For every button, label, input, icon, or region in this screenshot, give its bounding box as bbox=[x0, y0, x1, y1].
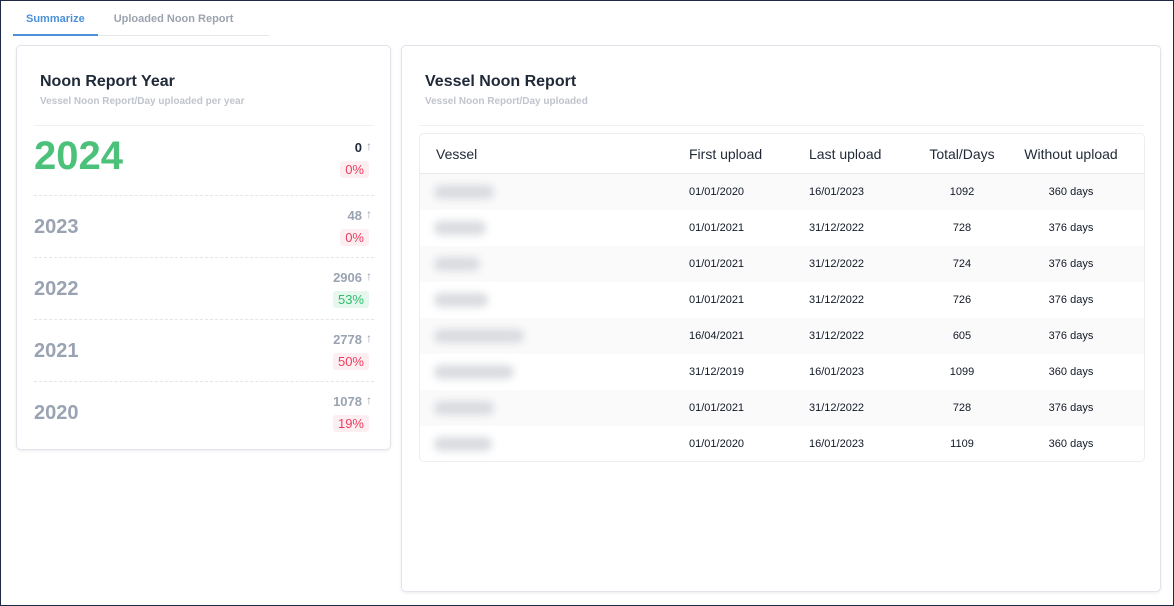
column-header-without-upload[interactable]: Without upload bbox=[1024, 146, 1118, 162]
cell-without-upload: 360 days bbox=[1048, 438, 1094, 450]
year-label: 2022 bbox=[34, 278, 79, 300]
year-label: 2021 bbox=[34, 340, 79, 362]
table-header: Vessel First upload Last upload Total/Da… bbox=[420, 134, 1144, 174]
divider bbox=[34, 125, 374, 126]
arrow-up-icon: ↑ bbox=[366, 393, 372, 407]
cell-without-upload: 376 days bbox=[1048, 294, 1094, 306]
vessel-name-redacted bbox=[434, 365, 514, 379]
vessel-name-redacted bbox=[434, 185, 494, 199]
cell-without-upload: 376 days bbox=[1048, 402, 1094, 414]
year-list: 2024 0 ↑ 0% 2023 48 ↑ 0% 2022 2906 ↑ 53% 2021 2778 ↑ 50… bbox=[34, 126, 374, 444]
tab-bar: Summarize Uploaded Noon Report Files bbox=[13, 2, 269, 59]
cell-first-upload: 01/01/2020 bbox=[689, 186, 745, 198]
column-header-vessel[interactable]: Vessel bbox=[436, 146, 478, 162]
cell-first-upload: 01/01/2021 bbox=[689, 402, 745, 414]
table-row[interactable]: 01/01/2021 31/12/2022 726 376 days bbox=[420, 282, 1144, 318]
year-count: 1078 bbox=[333, 394, 362, 409]
table-row[interactable]: 01/01/2021 31/12/2022 728 376 days bbox=[420, 210, 1144, 246]
column-header-first-upload[interactable]: First upload bbox=[689, 146, 763, 162]
year-card-title: Noon Report Year bbox=[40, 73, 175, 90]
table-row[interactable]: 01/01/2020 16/01/2023 1092 360 days bbox=[420, 174, 1144, 210]
year-row: 2024 0 ↑ 0% bbox=[34, 126, 374, 196]
cell-last-upload: 16/01/2023 bbox=[809, 366, 865, 378]
vessel-name-redacted bbox=[434, 329, 524, 343]
cell-without-upload: 360 days bbox=[1048, 186, 1094, 198]
cell-first-upload: 31/12/2019 bbox=[689, 366, 745, 378]
cell-first-upload: 01/01/2021 bbox=[689, 222, 745, 234]
cell-without-upload: 376 days bbox=[1048, 258, 1094, 270]
year-count: 2778 bbox=[333, 332, 362, 347]
vessel-name-redacted bbox=[434, 221, 486, 235]
table-body: 01/01/2020 16/01/2023 1092 360 days 01/01/20… bbox=[420, 174, 1144, 461]
arrow-up-icon: ↑ bbox=[366, 269, 372, 283]
cell-total-days: 1092 bbox=[949, 186, 975, 198]
vessel-card-title: Vessel Noon Report bbox=[425, 73, 577, 90]
year-row: 2021 2778 ↑ 50% bbox=[34, 320, 374, 382]
year-label: 2020 bbox=[34, 402, 79, 424]
column-header-last-upload[interactable]: Last upload bbox=[809, 146, 882, 162]
year-row: 2022 2906 ↑ 53% bbox=[34, 258, 374, 320]
table-row[interactable]: 01/01/2021 31/12/2022 724 376 days bbox=[420, 246, 1144, 282]
year-card-subtitle: Vessel Noon Report/Day uploaded per year bbox=[40, 96, 245, 107]
cell-first-upload: 01/01/2021 bbox=[689, 294, 745, 306]
column-header-total-days[interactable]: Total/Days bbox=[929, 146, 995, 162]
noon-report-year-card: Noon Report Year Vessel Noon Report/Day … bbox=[16, 45, 391, 450]
table-row[interactable]: 01/01/2021 31/12/2022 728 376 days bbox=[420, 390, 1144, 426]
cell-total-days: 728 bbox=[952, 402, 972, 414]
cell-last-upload: 31/12/2022 bbox=[809, 258, 865, 270]
year-count: 2906 bbox=[333, 270, 362, 285]
year-count: 0 bbox=[354, 140, 362, 155]
year-label: 2023 bbox=[34, 216, 79, 238]
percent-badge: 19% bbox=[332, 415, 369, 432]
cell-first-upload: 01/01/2020 bbox=[689, 438, 745, 450]
tab-uploaded-files[interactable]: Uploaded Noon Report Files bbox=[113, 13, 234, 59]
vessel-card-subtitle: Vessel Noon Report/Day uploaded bbox=[425, 96, 588, 107]
year-label: 2024 bbox=[34, 134, 123, 178]
vessel-noon-report-card: Vessel Noon Report Vessel Noon Report/Da… bbox=[401, 45, 1161, 592]
cell-last-upload: 16/01/2023 bbox=[809, 438, 865, 450]
divider bbox=[419, 125, 1144, 126]
vessel-table: Vessel First upload Last upload Total/Da… bbox=[419, 133, 1145, 462]
cell-without-upload: 376 days bbox=[1048, 330, 1094, 342]
vessel-name-redacted bbox=[434, 437, 492, 451]
table-row[interactable]: 16/04/2021 31/12/2022 605 376 days bbox=[420, 318, 1144, 354]
cell-total-days: 1109 bbox=[950, 438, 974, 450]
cell-total-days: 726 bbox=[952, 294, 972, 306]
percent-badge: 0% bbox=[340, 229, 369, 246]
tab-summarize[interactable]: Summarize bbox=[13, 2, 98, 36]
vessel-name-redacted bbox=[434, 401, 494, 415]
table-row[interactable]: 01/01/2020 16/01/2023 1109 360 days bbox=[420, 426, 1144, 461]
cell-last-upload: 31/12/2022 bbox=[809, 294, 865, 306]
cell-without-upload: 376 days bbox=[1048, 222, 1094, 234]
cell-total-days: 1099 bbox=[949, 366, 975, 378]
cell-total-days: 728 bbox=[952, 222, 972, 234]
year-row: 2023 48 ↑ 0% bbox=[34, 196, 374, 258]
cell-last-upload: 31/12/2022 bbox=[809, 222, 865, 234]
year-count: 48 bbox=[347, 208, 362, 223]
arrow-up-icon: ↑ bbox=[366, 207, 372, 221]
percent-badge: 53% bbox=[332, 291, 369, 308]
arrow-up-icon: ↑ bbox=[366, 331, 372, 345]
cell-first-upload: 16/04/2021 bbox=[689, 330, 745, 342]
cell-total-days: 724 bbox=[952, 258, 972, 270]
arrow-up-icon: ↑ bbox=[366, 139, 372, 153]
cell-total-days: 605 bbox=[952, 330, 972, 342]
year-row: 2020 1078 ↑ 19% bbox=[34, 382, 374, 444]
cell-last-upload: 31/12/2022 bbox=[809, 330, 865, 342]
vessel-name-redacted bbox=[434, 293, 488, 307]
percent-badge: 0% bbox=[340, 161, 369, 178]
cell-last-upload: 16/01/2023 bbox=[809, 186, 865, 198]
cell-first-upload: 01/01/2021 bbox=[689, 258, 745, 270]
table-row[interactable]: 31/12/2019 16/01/2023 1099 360 days bbox=[420, 354, 1144, 390]
percent-badge: 50% bbox=[332, 353, 369, 370]
cell-last-upload: 31/12/2022 bbox=[809, 402, 865, 414]
vessel-name-redacted bbox=[434, 257, 480, 271]
cell-without-upload: 360 days bbox=[1048, 366, 1094, 378]
